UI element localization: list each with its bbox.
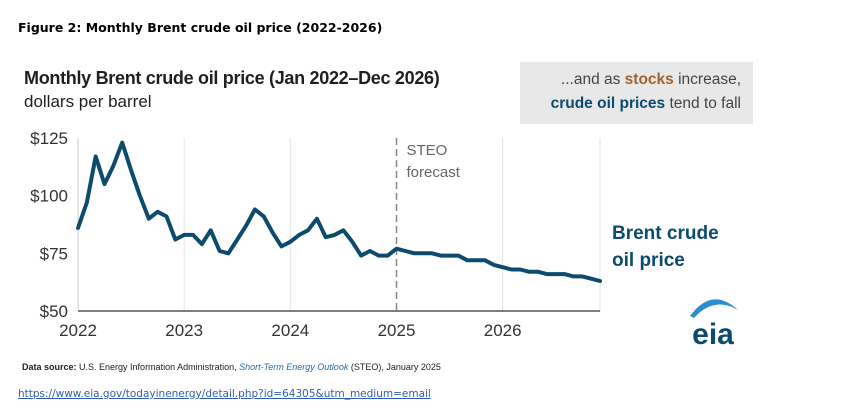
- y-tick-label: $75: [40, 244, 68, 263]
- x-tick-label: 2026: [484, 321, 522, 340]
- series-line-brent: [76, 140, 602, 283]
- x-tick-label: 2025: [378, 321, 416, 340]
- callout-line-2: crude oil prices tend to fall: [551, 95, 741, 113]
- x-tick-label: 2024: [271, 321, 309, 340]
- callout-keyword-stocks: stocks: [624, 71, 674, 88]
- y-tick-label: $100: [30, 187, 68, 206]
- eia-logo-icon: eia: [690, 299, 738, 350]
- source-link[interactable]: https://www.eia.gov/todayinenergy/detail…: [18, 388, 431, 400]
- forecast-label: STEO: [407, 142, 448, 159]
- y-tick-label: $50: [40, 302, 68, 321]
- eia-logo-text: eia: [692, 318, 734, 350]
- x-tick-label: 2023: [165, 321, 203, 340]
- chart-subtitle: dollars per barrel: [24, 92, 152, 111]
- source-text: U.S. Energy Information Administration,: [76, 362, 240, 372]
- callout-text: ...and as: [560, 71, 625, 88]
- callout-keyword-prices: crude oil prices: [550, 95, 666, 112]
- chart-panel: Monthly Brent crude oil price (Jan 2022–…: [18, 58, 753, 380]
- forecast-label: forecast: [407, 164, 461, 181]
- callout-line-1: ...and as stocks increase,: [561, 71, 741, 89]
- series-label: oil price: [612, 250, 685, 271]
- callout-text: increase,: [673, 71, 741, 88]
- figure-caption: Figure 2: Monthly Brent crude oil price …: [18, 20, 383, 35]
- series-label: Brent crude: [612, 223, 719, 244]
- callout-box: ...and as stocks increase, crude oil pri…: [520, 62, 753, 124]
- callout-text: tend to fall: [665, 95, 741, 112]
- chart-title: Monthly Brent crude oil price (Jan 2022–…: [24, 68, 440, 88]
- source-text: (STEO), January 2025: [348, 362, 441, 372]
- source-publication: Short-Term Energy Outlook: [239, 362, 349, 372]
- y-tick-label: $125: [30, 129, 68, 148]
- data-source: Data source: U.S. Energy Information Adm…: [22, 362, 441, 372]
- x-tick-label: 2022: [59, 321, 97, 340]
- source-label: Data source:: [22, 362, 77, 372]
